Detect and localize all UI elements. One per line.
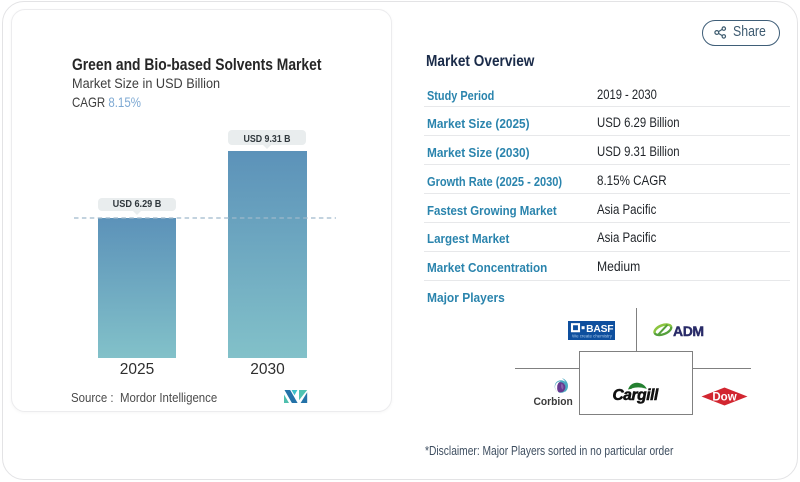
- svg-text:ADM: ADM: [673, 323, 704, 339]
- svg-text:Corbion: Corbion: [533, 396, 572, 407]
- svg-text:We create chemistry: We create chemistry: [572, 334, 613, 339]
- svg-text:BASF: BASF: [586, 324, 613, 335]
- svg-text:Dow: Dow: [712, 392, 736, 404]
- svg-text:Cargill: Cargill: [613, 387, 660, 404]
